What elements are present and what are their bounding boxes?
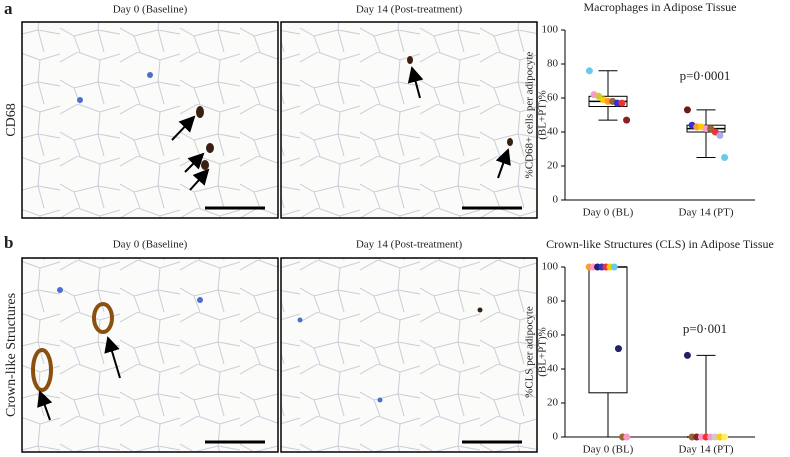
data-point (610, 263, 618, 271)
data-point (716, 131, 724, 139)
box (588, 266, 628, 394)
panel-label: a (4, 0, 13, 18)
y-axis-label: %CD68+ cells per adipocyte (524, 51, 536, 178)
data-point (721, 154, 729, 161)
data-point (585, 67, 593, 75)
micrograph (21, 257, 279, 453)
data-point (721, 433, 729, 441)
x-tick-label: Day 0 (BL) (583, 444, 634, 456)
panel-label: b (4, 233, 13, 252)
y-tick-label: 60 (547, 92, 559, 104)
micrograph (280, 257, 538, 453)
y-tick-label: 80 (547, 58, 559, 70)
y-axis-label: %CLS per adipocyte (524, 306, 536, 398)
y-tick-label: 100 (542, 261, 559, 273)
y-axis-label: (BL+PT)% (537, 327, 549, 377)
image-title: Day 14 (Post-treatment) (356, 239, 463, 251)
y-tick-label: 60 (547, 329, 559, 341)
data-point (623, 116, 631, 124)
row-label: CD68 (4, 103, 19, 136)
y-tick-label: 20 (547, 160, 559, 172)
micrograph (280, 21, 538, 219)
annotation: p=0·0001 (680, 68, 731, 83)
image-title: Day 0 (Baseline) (113, 239, 188, 251)
image-title: Day 14 (Post-treatment) (356, 4, 463, 16)
data-point (614, 345, 622, 353)
y-axis-label: (BL+PT)% (537, 90, 549, 140)
y-tick-label: 0 (553, 194, 559, 206)
data-point (683, 351, 691, 359)
data-point (618, 99, 626, 107)
x-tick-label: Day 14 (PT) (679, 207, 734, 219)
y-tick-label: 40 (547, 126, 559, 138)
x-tick-label: Day 0 (BL) (583, 207, 634, 219)
data-point (683, 106, 691, 114)
data-point (623, 433, 631, 441)
chart-title: Crown-like Structures (CLS) in Adipose T… (546, 237, 774, 251)
y-tick-label: 20 (547, 397, 559, 409)
y-tick-label: 40 (547, 363, 559, 375)
chart-title: Macrophages in Adipose Tissue (584, 0, 737, 14)
y-tick-label: 80 (547, 295, 559, 307)
micrograph (21, 21, 279, 219)
image-title: Day 0 (Baseline) (113, 4, 188, 16)
row-label: Crown-like Structures (4, 293, 19, 417)
annotation: p=0·001 (683, 321, 727, 336)
x-tick-label: Day 14 (PT) (679, 444, 734, 456)
y-tick-label: 100 (542, 24, 559, 36)
y-tick-label: 0 (553, 431, 559, 443)
